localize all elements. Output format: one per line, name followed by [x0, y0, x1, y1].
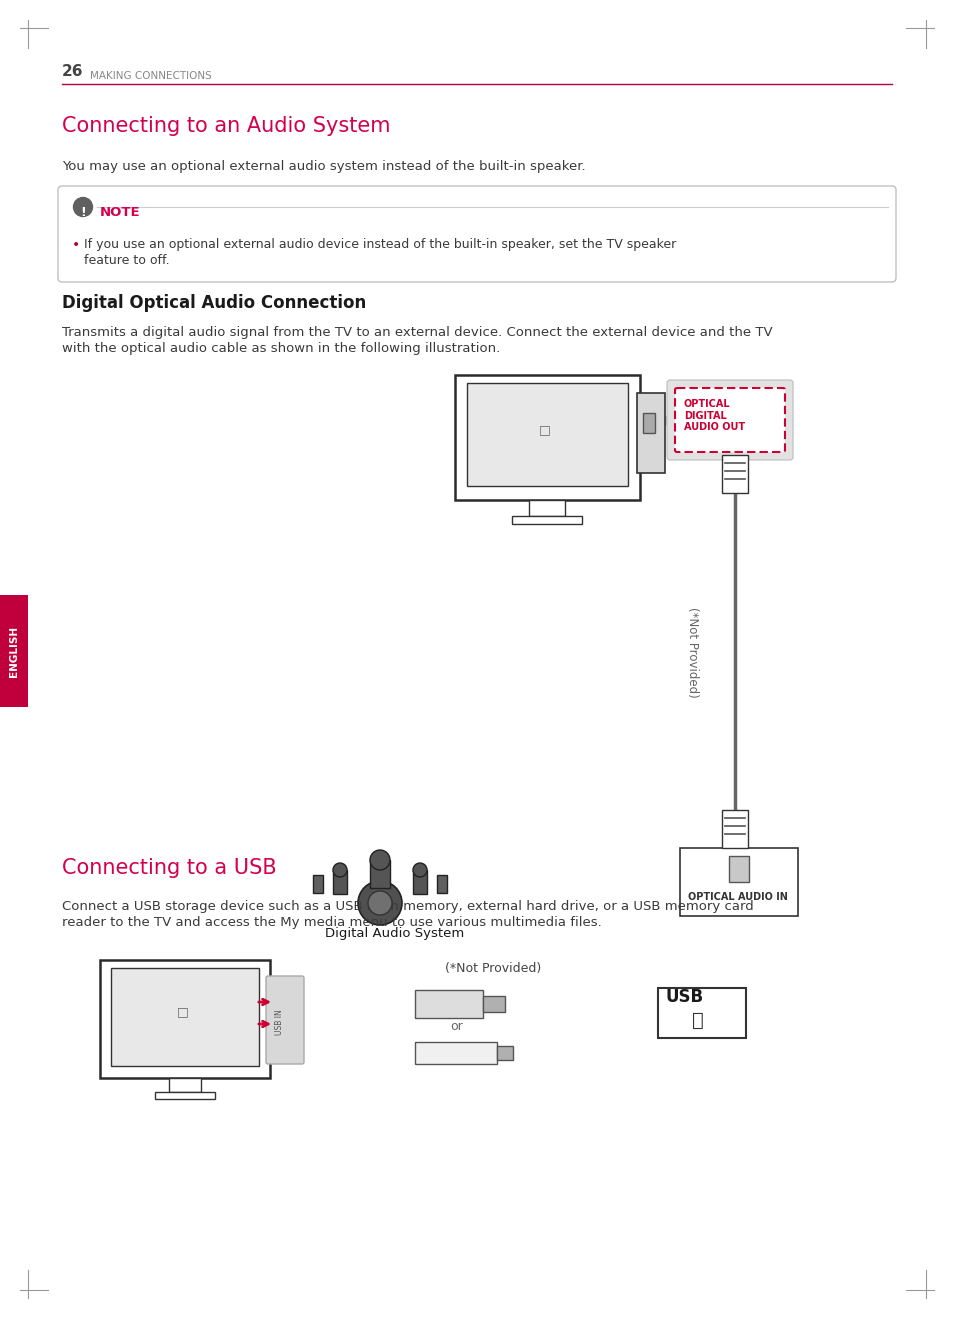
Circle shape: [368, 891, 392, 915]
Bar: [642, 413, 655, 434]
FancyBboxPatch shape: [675, 387, 784, 452]
Bar: [415, 990, 482, 1017]
Text: OPTICAL AUDIO IN: OPTICAL AUDIO IN: [687, 892, 787, 902]
Bar: [333, 870, 347, 894]
Bar: [658, 988, 745, 1039]
Text: □: □: [177, 1006, 189, 1017]
Bar: [436, 875, 447, 894]
Circle shape: [370, 850, 390, 870]
FancyBboxPatch shape: [58, 186, 895, 282]
Bar: [111, 967, 258, 1066]
Bar: [455, 376, 639, 500]
Bar: [721, 455, 747, 493]
Bar: [313, 875, 323, 894]
Text: Connect a USB storage device such as a USB flash memory, external hard drive, or: Connect a USB storage device such as a U…: [62, 900, 753, 913]
Bar: [637, 393, 664, 473]
Text: USB: USB: [665, 988, 703, 1006]
Text: Connecting to an Audio System: Connecting to an Audio System: [62, 116, 390, 136]
Circle shape: [333, 863, 347, 876]
Circle shape: [357, 880, 401, 925]
Text: Digital Optical Audio Connection: Digital Optical Audio Connection: [62, 294, 366, 312]
Bar: [679, 847, 797, 916]
Text: OPTICAL
DIGITAL
AUDIO OUT: OPTICAL DIGITAL AUDIO OUT: [683, 399, 744, 432]
Circle shape: [413, 863, 427, 876]
Text: Transmits a digital audio signal from the TV to an external device. Connect the : Transmits a digital audio signal from th…: [62, 326, 772, 339]
Text: USB IN: USB IN: [275, 1010, 284, 1035]
Text: If you use an optional external audio device instead of the built-in speaker, se: If you use an optional external audio de…: [84, 239, 676, 250]
Text: with the optical audio cable as shown in the following illustration.: with the optical audio cable as shown in…: [62, 341, 499, 355]
Text: ⭡: ⭡: [691, 1011, 703, 1029]
Text: 26: 26: [62, 65, 84, 79]
Text: (*Not Provided): (*Not Provided): [686, 606, 699, 697]
Text: You may use an optional external audio system instead of the built-in speaker.: You may use an optional external audio s…: [62, 159, 585, 173]
Text: Digital Audio System: Digital Audio System: [325, 927, 464, 940]
Bar: [415, 1043, 497, 1064]
Bar: [467, 384, 627, 486]
Bar: [512, 517, 581, 525]
Text: Connecting to a USB: Connecting to a USB: [62, 858, 276, 878]
Bar: [482, 996, 504, 1012]
Bar: [100, 960, 270, 1078]
Bar: [169, 1078, 201, 1093]
Text: (*Not Provided): (*Not Provided): [444, 962, 540, 975]
Bar: [0, 594, 28, 706]
Circle shape: [73, 198, 92, 216]
Bar: [529, 500, 564, 517]
Text: □: □: [538, 423, 550, 436]
Bar: [728, 855, 748, 882]
Bar: [721, 811, 747, 847]
Text: or: or: [450, 1020, 463, 1033]
Bar: [370, 861, 390, 888]
Bar: [154, 1093, 214, 1099]
Text: feature to off.: feature to off.: [84, 254, 170, 268]
Text: MAKING CONNECTIONS: MAKING CONNECTIONS: [90, 71, 212, 80]
FancyBboxPatch shape: [666, 380, 792, 460]
FancyBboxPatch shape: [266, 977, 304, 1064]
Text: NOTE: NOTE: [100, 206, 140, 219]
Bar: [413, 870, 427, 894]
Bar: [497, 1046, 513, 1060]
Text: !: !: [80, 206, 86, 219]
Text: •: •: [71, 239, 80, 252]
Text: ENGLISH: ENGLISH: [9, 626, 19, 676]
Text: reader to the TV and access the My media menu to use various multimedia files.: reader to the TV and access the My media…: [62, 916, 601, 929]
